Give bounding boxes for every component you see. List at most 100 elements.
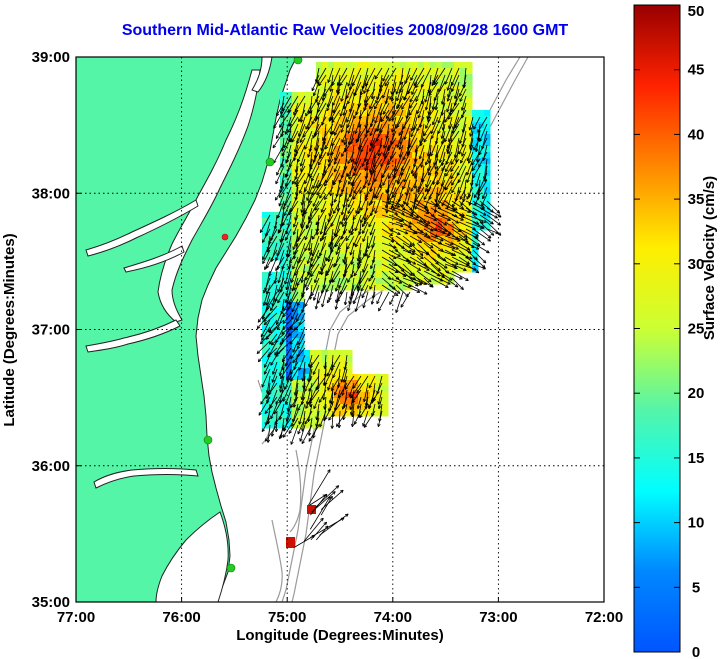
velocity-arrow (338, 382, 348, 398)
velocity-arrow (375, 88, 383, 104)
velocity-cell (316, 146, 323, 153)
velocity-cell (292, 374, 299, 381)
velocity-arrowhead (398, 290, 401, 294)
velocity-cell (322, 176, 329, 183)
velocity-arrow (451, 228, 468, 241)
velocity-arrow (405, 179, 411, 196)
velocity-arrow (447, 102, 460, 120)
velocity-cell (334, 236, 341, 243)
velocity-arrowhead (365, 134, 368, 138)
velocity-arrowhead (402, 211, 405, 215)
velocity-arrowhead (353, 93, 357, 97)
velocity-arrow (260, 333, 271, 345)
velocity-arrow (299, 424, 306, 442)
velocity-arrowhead (398, 133, 402, 136)
velocity-cell (346, 116, 353, 123)
velocity-cell (292, 416, 299, 423)
velocity-arrowhead (363, 185, 367, 189)
velocity-arrowhead (377, 128, 380, 132)
velocity-vectors (256, 67, 502, 548)
velocity-arrow (395, 291, 404, 313)
velocity-arrow (391, 74, 397, 95)
velocity-arrowhead (288, 254, 291, 258)
velocity-arrowhead (340, 98, 344, 102)
velocity-cell (448, 128, 455, 135)
velocity-arrowhead (383, 153, 386, 157)
velocity-cell (340, 86, 347, 93)
velocity-cell (304, 152, 311, 159)
velocity-arrowhead (263, 319, 267, 323)
velocity-cell (406, 92, 413, 99)
velocity-arrow (347, 270, 355, 283)
velocity-cell (388, 278, 395, 285)
velocity-arrow (264, 354, 271, 368)
velocity-arrow (315, 375, 327, 391)
velocity-arrowhead (454, 265, 458, 269)
velocity-arrowhead (394, 255, 397, 259)
velocity-arrow (275, 242, 285, 261)
velocity-arrowhead (319, 156, 323, 160)
velocity-arrow (296, 333, 306, 350)
velocity-arrow (262, 249, 271, 264)
velocity-cell (352, 116, 359, 123)
velocity-arrowhead (378, 153, 381, 157)
velocity-arrowhead (464, 238, 468, 241)
velocity-cell (346, 224, 353, 231)
velocity-cell (430, 194, 437, 201)
velocity-arrow (375, 186, 383, 199)
velocity-arrowhead (460, 203, 464, 207)
velocity-arrowhead (342, 112, 344, 116)
velocity-arrow (381, 207, 398, 215)
velocity-arrowhead (378, 308, 382, 312)
velocity-arrowhead (371, 146, 375, 149)
velocity-arrowhead (442, 274, 446, 278)
velocity-cell (286, 537, 295, 548)
velocity-arrow (396, 116, 404, 128)
velocity-cell (436, 104, 443, 111)
velocity-cell (448, 272, 455, 279)
velocity-arrow (261, 368, 271, 388)
velocity-arrowhead (274, 299, 278, 302)
velocity-arrow (263, 277, 271, 294)
velocity-arrowhead (301, 378, 304, 382)
velocity-arrow (472, 263, 486, 270)
velocity-arrow (347, 200, 355, 214)
velocity-arrow (396, 130, 404, 148)
velocity-arrowhead (316, 232, 320, 236)
velocity-arrow (428, 158, 439, 176)
velocity-arrowhead (429, 285, 434, 288)
velocity-arrow (432, 165, 439, 185)
velocity-arrowhead (375, 100, 379, 104)
velocity-arrowhead (416, 283, 419, 287)
velocity-arrowhead (439, 206, 442, 210)
velocity-arrow (472, 228, 491, 242)
velocity-arrow (280, 361, 292, 379)
velocity-arrowhead (474, 261, 477, 265)
velocity-arrow (367, 165, 376, 186)
velocity-cell (334, 98, 341, 105)
velocity-cell (328, 380, 335, 387)
velocity-arrow (275, 165, 285, 185)
velocity-arrowhead (382, 78, 386, 82)
velocity-arrowhead (447, 98, 451, 102)
velocity-cell (346, 110, 353, 117)
velocity-arrowhead (434, 217, 437, 221)
velocity-arrowhead (387, 162, 391, 166)
velocity-arrow (461, 95, 467, 111)
velocity-arrowhead (304, 189, 308, 192)
velocity-cell (382, 152, 389, 159)
velocity-arrow (363, 207, 376, 225)
velocity-cell (400, 278, 407, 285)
velocity-arrowhead (445, 169, 449, 173)
velocity-arrowhead (395, 310, 399, 313)
velocity-arrow (437, 179, 446, 197)
velocity-cell (298, 248, 305, 255)
velocity-cell (274, 302, 281, 309)
velocity-arrow (264, 256, 271, 270)
velocity-arrow (293, 214, 299, 228)
velocity-cell (262, 290, 269, 297)
velocity-arrow (416, 263, 430, 271)
velocity-cell (472, 218, 479, 225)
velocity-arrow (400, 67, 404, 85)
